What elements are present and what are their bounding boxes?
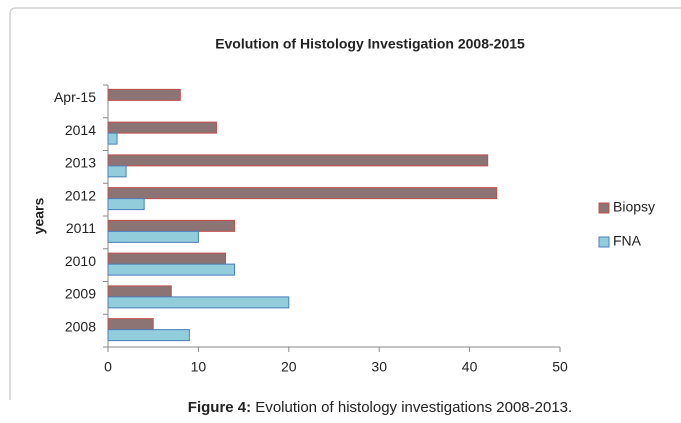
chart-title: Evolution of Histology Investigation 200… [215, 36, 525, 52]
x-tick-label: 20 [281, 359, 297, 375]
bar [107, 219, 236, 232]
y-axis-label: years [31, 197, 47, 234]
bar [107, 88, 181, 101]
frame [9, 7, 681, 400]
bar [107, 165, 127, 178]
x-tick-label: 10 [191, 359, 207, 375]
legend-swatch [598, 236, 610, 248]
x-tick-label: 50 [552, 359, 568, 375]
bar [107, 132, 118, 145]
legend-swatch [598, 202, 610, 214]
bar [107, 296, 290, 309]
bar [107, 318, 154, 331]
bar [107, 121, 217, 134]
bar [107, 329, 190, 342]
x-tick-label: 30 [371, 359, 387, 375]
x-tick-label: 0 [104, 359, 112, 375]
x-tick-label: 40 [462, 359, 478, 375]
caption: Figure 4: Evolution of histology investi… [188, 399, 572, 416]
y-tick-label: 2011 [66, 220, 96, 236]
bar [107, 198, 145, 211]
bar [107, 252, 227, 265]
bar [107, 230, 199, 243]
y-tick-label: Apr-15 [54, 89, 96, 105]
y-tick-label: 2013 [65, 155, 96, 171]
y-tick-label: 2008 [65, 318, 96, 334]
y-tick-label: 2009 [65, 286, 96, 302]
caption-label: Figure 4: [188, 399, 251, 416]
legend-label: FNA [613, 233, 642, 249]
bar [107, 187, 498, 200]
y-tick-label: 2010 [65, 253, 96, 269]
caption-text: Evolution of histology investigations 20… [251, 399, 572, 416]
bar [107, 285, 172, 298]
bar [107, 154, 489, 167]
y-tick-label: 2012 [65, 187, 96, 203]
legend-label: Biopsy [613, 199, 655, 215]
y-tick-label: 2014 [65, 122, 96, 138]
bar [107, 263, 236, 276]
